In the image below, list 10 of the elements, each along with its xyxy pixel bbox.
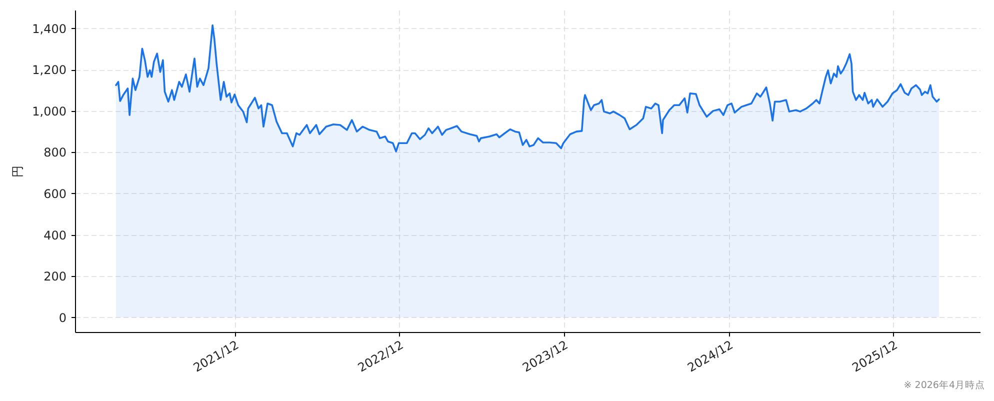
- text: ※ 2026年4月時点: [904, 379, 985, 391]
- y-tick-label: 200: [44, 270, 66, 284]
- y-axis-title: 円: [10, 166, 24, 178]
- y-tick-label: 0: [58, 310, 66, 325]
- y-tick-label: 600: [44, 187, 66, 201]
- y-tick-label: 1,200: [32, 63, 66, 78]
- y-tick-label: 400: [44, 228, 66, 242]
- y-tick-label: 1,400: [32, 22, 66, 36]
- y-tick-label: 1,000: [32, 104, 66, 118]
- y-tick-label: 800: [44, 146, 66, 160]
